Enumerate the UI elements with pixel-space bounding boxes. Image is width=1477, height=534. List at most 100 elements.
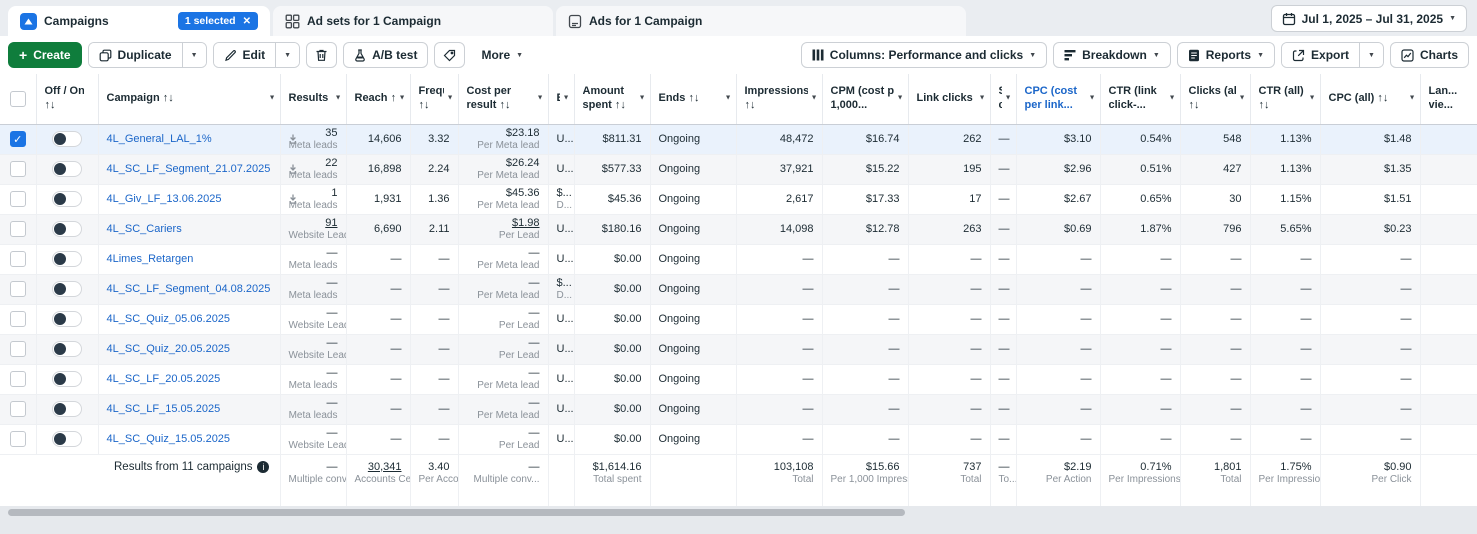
col-header-cpm[interactable]: CPM (cost per1,000...▼ — [822, 74, 909, 125]
charts-button[interactable]: Charts — [1389, 42, 1469, 68]
selected-badge[interactable]: 1 selected ✕ — [177, 12, 258, 30]
tab-adsets[interactable]: Ad sets for 1 Campaign — [273, 6, 553, 36]
export-dropdown[interactable]: ▼ — [1359, 43, 1383, 67]
create-button[interactable]: + Create — [8, 42, 82, 68]
col-header-landing[interactable]: Lan... vie... — [1420, 74, 1477, 125]
campaign-toggle[interactable] — [52, 191, 82, 207]
campaign-link[interactable]: 4L_SC_LF_Segment_04.08.2025 — [106, 283, 271, 295]
campaign-toggle[interactable] — [52, 161, 82, 177]
campaign-link[interactable]: 4L_General_LAL_1% — [106, 133, 212, 145]
campaign-link[interactable]: 4L_SC_Quiz_05.06.2025 — [106, 313, 231, 325]
filter-caret-icon[interactable]: ▼ — [1238, 94, 1246, 102]
delete-button[interactable] — [306, 42, 338, 68]
col-header-link_clicks[interactable]: Link clicks ↑↓▼ — [908, 74, 991, 125]
campaign-link[interactable]: 4L_SC_LF_20.05.2025 — [106, 373, 221, 385]
campaign-toggle[interactable] — [52, 281, 82, 297]
filter-caret-icon[interactable]: ▼ — [896, 94, 904, 102]
filter-caret-icon[interactable]: ▼ — [638, 94, 646, 102]
filter-caret-icon[interactable]: ▼ — [1168, 94, 1176, 102]
campaign-link[interactable]: 4L_SC_LF_15.05.2025 — [106, 403, 221, 415]
col-header-amount_spent[interactable]: Amount spent ↑↓ ▼ — [574, 74, 651, 125]
filter-caret-icon[interactable]: ▼ — [810, 94, 818, 102]
campaign-link[interactable]: 4L_Giv_LF_13.06.2025 — [106, 193, 222, 205]
filter-caret-icon[interactable]: ▼ — [1308, 94, 1316, 102]
campaign-link[interactable]: 4Limes_Retargen — [106, 253, 194, 265]
row-checkbox[interactable] — [9, 281, 26, 297]
filter-caret-icon[interactable]: ▼ — [1408, 94, 1416, 102]
more-button[interactable]: More ▼ — [471, 42, 534, 68]
export-button[interactable]: Export — [1282, 43, 1360, 67]
campaign-link[interactable]: 4L_SC_Quiz_20.05.2025 — [106, 343, 231, 355]
row-checkbox[interactable] — [9, 431, 26, 447]
columns-button[interactable]: Columns: Performance and clicks ▼ — [800, 42, 1048, 68]
col-header-budget[interactable]: B...▼ — [548, 74, 575, 125]
col-header-cpc_all[interactable]: CPC (all) ↑↓ ▼ — [1320, 74, 1421, 125]
download-report-icon[interactable] — [288, 194, 298, 205]
link-clicks-cell-value: — — [970, 342, 982, 355]
filter-caret-icon[interactable]: ▼ — [724, 94, 732, 102]
campaign-toggle[interactable] — [52, 251, 82, 267]
col-header-results[interactable]: Results ↑↓▼ — [280, 74, 347, 125]
results-cell-value[interactable]: 91 — [325, 217, 338, 229]
download-report-icon[interactable] — [288, 164, 298, 175]
tab-ads[interactable]: Ads for 1 Campaign — [556, 6, 966, 36]
ab-test-button[interactable]: A/B test — [343, 42, 429, 68]
row-checkbox[interactable] — [9, 161, 26, 177]
col-header-cost_per_result[interactable]: Cost per result ↑↓ ▼ — [458, 74, 549, 125]
duplicate-button[interactable]: Duplicate — [88, 43, 182, 67]
campaign-toggle[interactable] — [52, 371, 82, 387]
download-report-icon[interactable] — [288, 134, 298, 145]
row-checkbox[interactable] — [9, 371, 26, 387]
filter-caret-icon[interactable]: ▼ — [536, 94, 544, 102]
col-header-frequency[interactable]: Freque...↑↓▼ — [410, 74, 459, 125]
campaign-link[interactable]: 4L_SC_Cariers — [106, 223, 182, 235]
col-header-ctr_all[interactable]: CTR (all) ↑↓ ▼ — [1250, 74, 1321, 125]
filter-caret-icon[interactable]: ▼ — [978, 94, 986, 102]
row-checkbox[interactable] — [9, 221, 26, 237]
row-checkbox[interactable] — [9, 401, 26, 417]
tag-button[interactable] — [434, 42, 466, 68]
info-icon[interactable]: i — [257, 460, 270, 473]
reach-total-cell-value[interactable]: 30,341 — [367, 460, 402, 473]
tab-campaigns[interactable]: Campaigns 1 selected ✕ — [8, 6, 270, 36]
duplicate-dropdown[interactable]: ▼ — [181, 43, 206, 67]
filter-caret-icon[interactable]: ▼ — [562, 94, 570, 102]
campaign-toggle[interactable] — [52, 431, 82, 447]
campaign-toggle[interactable] — [52, 131, 82, 147]
reports-button[interactable]: Reports ▼ — [1176, 42, 1276, 68]
row-checkbox[interactable] — [9, 191, 26, 207]
col-header-clicks_all[interactable]: Clicks (all)↑↓▼ — [1180, 74, 1251, 125]
campaign-toggle[interactable] — [52, 221, 82, 237]
clear-selection-icon[interactable]: ✕ — [242, 15, 251, 27]
col-header-campaign[interactable]: Campaign ↑↓ ▼ — [98, 74, 281, 125]
filter-caret-icon[interactable]: ▼ — [334, 94, 342, 102]
campaign-toggle[interactable] — [52, 311, 82, 327]
filter-caret-icon[interactable]: ▼ — [268, 94, 276, 102]
filter-caret-icon[interactable]: ▼ — [1004, 94, 1012, 102]
row-checkbox[interactable] — [9, 311, 26, 327]
date-range-picker[interactable]: Jul 1, 2025 – Jul 31, 2025 ▼ — [1270, 5, 1467, 32]
row-checkbox[interactable] — [9, 251, 26, 267]
col-header-ends[interactable]: Ends ↑↓ ▼ — [650, 74, 737, 125]
campaign-toggle[interactable] — [52, 401, 82, 417]
filter-caret-icon[interactable]: ▼ — [446, 94, 454, 102]
campaign-toggle[interactable] — [52, 341, 82, 357]
breakdown-button[interactable]: Breakdown ▼ — [1053, 42, 1171, 68]
row-checkbox[interactable] — [9, 131, 26, 147]
filter-caret-icon[interactable]: ▼ — [398, 94, 406, 102]
col-header-schedule[interactable]: S...c...▼ — [990, 74, 1017, 125]
filter-caret-icon[interactable]: ▼ — [1088, 94, 1096, 102]
cost-per-result-cell-value[interactable]: $1.98 — [511, 217, 540, 229]
col-header-reach[interactable]: Reach ↑↓▼ — [346, 74, 411, 125]
col-header-cpc_link[interactable]: CPC (cost per link... ▼ — [1016, 74, 1101, 125]
col-header-ctr_link[interactable]: CTR (link click-... ▼ — [1100, 74, 1181, 125]
campaign-link[interactable]: 4L_SC_Quiz_15.05.2025 — [106, 433, 231, 445]
row-checkbox[interactable] — [9, 341, 26, 357]
col-header-off_on[interactable]: Off / On ↑↓ — [36, 74, 99, 125]
edit-button[interactable]: Edit — [213, 43, 276, 67]
campaign-link[interactable]: 4L_SC_LF_Segment_21.07.2025 — [106, 163, 271, 175]
horizontal-scrollbar[interactable] — [8, 509, 905, 516]
col-header-impressions[interactable]: Impressions ↑↓ ▼ — [736, 74, 823, 125]
select-all-checkbox[interactable] — [0, 74, 37, 125]
edit-dropdown[interactable]: ▼ — [275, 43, 300, 67]
